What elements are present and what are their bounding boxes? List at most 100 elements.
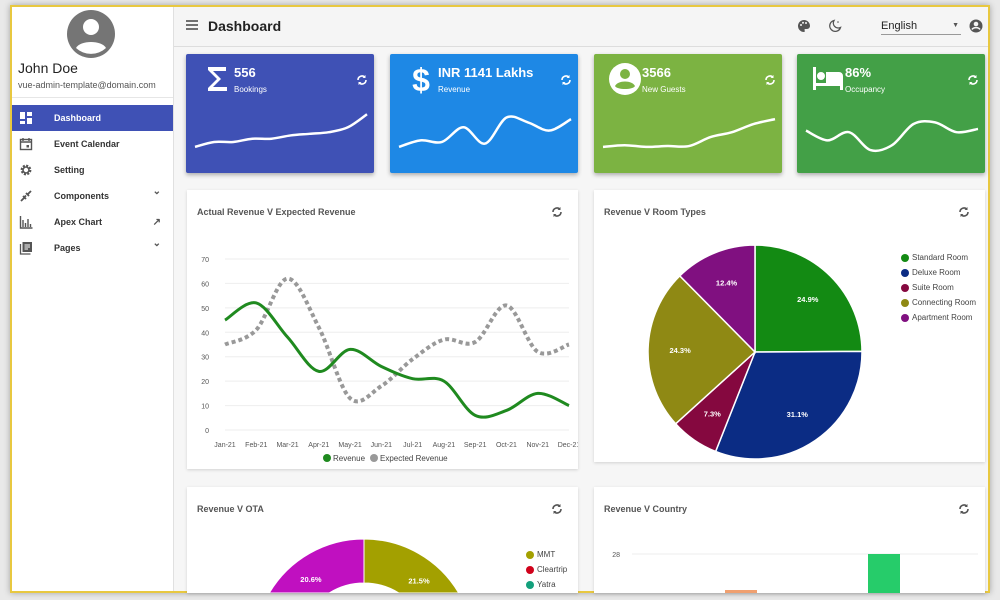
stat-label: Occupancy bbox=[845, 85, 886, 94]
sidebar-item-setting[interactable]: Setting bbox=[12, 157, 173, 183]
stat-label: Bookings bbox=[234, 85, 267, 94]
legend-marker[interactable] bbox=[323, 454, 331, 462]
stat-value: 3566 bbox=[642, 65, 671, 80]
legend-item[interactable]: Deluxe Room bbox=[901, 265, 976, 280]
dropdown-arrow-icon: ▼ bbox=[952, 22, 959, 29]
sidebar-item-label: Apex Chart bbox=[54, 217, 103, 227]
x-tick-label: May-21 bbox=[338, 442, 361, 449]
external-arrow-icon[interactable]: ↗ bbox=[152, 216, 161, 228]
legend-label: Connecting Room bbox=[912, 298, 977, 307]
legend-label[interactable]: Revenue bbox=[333, 454, 366, 463]
bar-chart-card: Revenue V Country 28 bbox=[594, 487, 985, 593]
donut-chart: 21.5% 20.6% bbox=[268, 538, 460, 593]
dark-mode-icon[interactable] bbox=[828, 19, 842, 33]
sidebar-item-components[interactable]: Components ⌄ bbox=[12, 183, 173, 209]
legend-item[interactable]: MMT bbox=[526, 547, 567, 562]
sidebar-item-pages[interactable]: Pages ⌄ bbox=[12, 235, 173, 261]
legend-label: MMT bbox=[537, 550, 556, 559]
sidebar-item-label: Setting bbox=[54, 165, 85, 175]
refresh-icon[interactable] bbox=[550, 205, 564, 219]
account-icon[interactable] bbox=[969, 19, 983, 33]
dashboard-icon bbox=[20, 112, 32, 124]
sparkline bbox=[602, 117, 776, 149]
legend-item[interactable]: Apartment Room bbox=[901, 310, 976, 325]
plug-icon bbox=[20, 190, 32, 202]
stat-card-new-guests: 3566 New Guests bbox=[594, 54, 782, 173]
donut-slice[interactable] bbox=[268, 538, 365, 593]
pages-icon bbox=[19, 242, 32, 255]
y-tick-label: 28 bbox=[612, 552, 620, 559]
x-tick-label: Jan-21 bbox=[214, 442, 236, 449]
legend-item[interactable]: Cleartrip bbox=[526, 562, 567, 577]
stat-card-occupancy: 86% Occupancy bbox=[797, 54, 985, 173]
pie-slice-deluxe-room[interactable] bbox=[714, 350, 863, 460]
pie-slice-standard-room[interactable] bbox=[754, 244, 863, 353]
card-title: Revenue V Country bbox=[604, 504, 688, 514]
menu-icon[interactable] bbox=[186, 20, 198, 30]
gear-icon bbox=[20, 164, 32, 176]
user-email: vue-admin-template@domain.com bbox=[18, 80, 156, 90]
legend-item[interactable]: Yatra bbox=[526, 577, 567, 592]
card-title: Actual Revenue V Expected Revenue bbox=[197, 207, 356, 217]
slice-label: 12.4% bbox=[716, 279, 738, 288]
x-tick-label: Oct-21 bbox=[496, 442, 517, 449]
refresh-icon[interactable] bbox=[966, 73, 980, 87]
sparkline bbox=[194, 113, 368, 149]
sidebar-nav: Dashboard Event Calendar Setting Components… bbox=[12, 105, 173, 261]
avatar[interactable] bbox=[67, 10, 115, 58]
chevron-down-icon[interactable]: ⌄ bbox=[152, 238, 161, 249]
legend-item[interactable]: Standard Room bbox=[901, 250, 976, 265]
x-tick-label: Nov-21 bbox=[526, 442, 549, 449]
donut-slice-mmt[interactable] bbox=[363, 538, 460, 593]
y-tick-label: 30 bbox=[201, 355, 209, 362]
x-tick-label: Apr-21 bbox=[308, 442, 329, 449]
legend-item[interactable]: Suite Room bbox=[901, 280, 976, 295]
user-name: John Doe bbox=[18, 60, 78, 76]
language-select[interactable]: English ▼ bbox=[881, 20, 961, 35]
svg-text:$: $ bbox=[412, 62, 430, 96]
donut-chart-card: Revenue V OTA 21.5% 20.6% MMT Cleartrip Yat… bbox=[187, 487, 578, 593]
pie-slice-apartment-room[interactable] bbox=[678, 244, 756, 354]
sparkline-path bbox=[602, 117, 776, 149]
stat-value: 86% bbox=[845, 65, 872, 80]
bar[interactable] bbox=[868, 554, 900, 593]
pie-chart-card: Revenue V Room Types 24.9% 31.1% 7.3% 24.3%… bbox=[594, 190, 985, 462]
legend-marker[interactable] bbox=[370, 454, 378, 462]
bar-chart-icon bbox=[19, 216, 33, 229]
bar[interactable] bbox=[725, 590, 757, 593]
stat-value: 556 bbox=[234, 65, 256, 80]
refresh-icon[interactable] bbox=[355, 73, 369, 87]
legend-marker bbox=[526, 565, 534, 574]
line-chart: 0 10 20 30 40 50 60 70 Jan-21 Feb-21 Mar-21 Apr-21 M… bbox=[201, 257, 578, 463]
y-tick-label: 50 bbox=[201, 306, 209, 313]
x-tick-label: Dec-21 bbox=[558, 442, 578, 449]
refresh-icon[interactable] bbox=[957, 205, 971, 219]
refresh-icon[interactable] bbox=[957, 502, 971, 516]
series-line-revenue bbox=[224, 301, 570, 419]
slice-label: 24.9% bbox=[797, 295, 819, 304]
refresh-icon[interactable] bbox=[550, 502, 564, 516]
slice-label: 24.3% bbox=[669, 346, 691, 355]
legend-item[interactable]: Connecting Room bbox=[901, 295, 976, 310]
legend-label: Deluxe Room bbox=[912, 268, 961, 277]
refresh-icon[interactable] bbox=[763, 73, 777, 87]
refresh-icon[interactable] bbox=[559, 73, 573, 87]
legend-label: Standard Room bbox=[912, 253, 969, 262]
chevron-down-icon[interactable]: ⌄ bbox=[152, 186, 161, 197]
legend-label: Apartment Room bbox=[912, 313, 973, 322]
x-tick-label: Jun-21 bbox=[371, 442, 393, 449]
sparkline-path bbox=[805, 120, 979, 153]
legend-label[interactable]: Expected Revenue bbox=[380, 454, 448, 463]
legend-marker bbox=[901, 313, 909, 322]
stat-card-bookings: 556 Bookings bbox=[186, 54, 374, 173]
bar-chart: 28 bbox=[612, 552, 978, 593]
pie-slice-connecting-room[interactable] bbox=[647, 274, 757, 425]
sidebar-item-label: Dashboard bbox=[54, 113, 102, 123]
sidebar-item-dashboard[interactable]: Dashboard bbox=[12, 105, 173, 131]
divider bbox=[12, 97, 173, 98]
x-tick-label: Mar-21 bbox=[276, 442, 298, 449]
sparkline-path bbox=[398, 115, 572, 149]
sidebar-item-event-calendar[interactable]: Event Calendar bbox=[12, 131, 173, 157]
palette-icon[interactable] bbox=[797, 19, 811, 33]
sidebar-item-apex-chart[interactable]: Apex Chart ↗ bbox=[12, 209, 173, 235]
